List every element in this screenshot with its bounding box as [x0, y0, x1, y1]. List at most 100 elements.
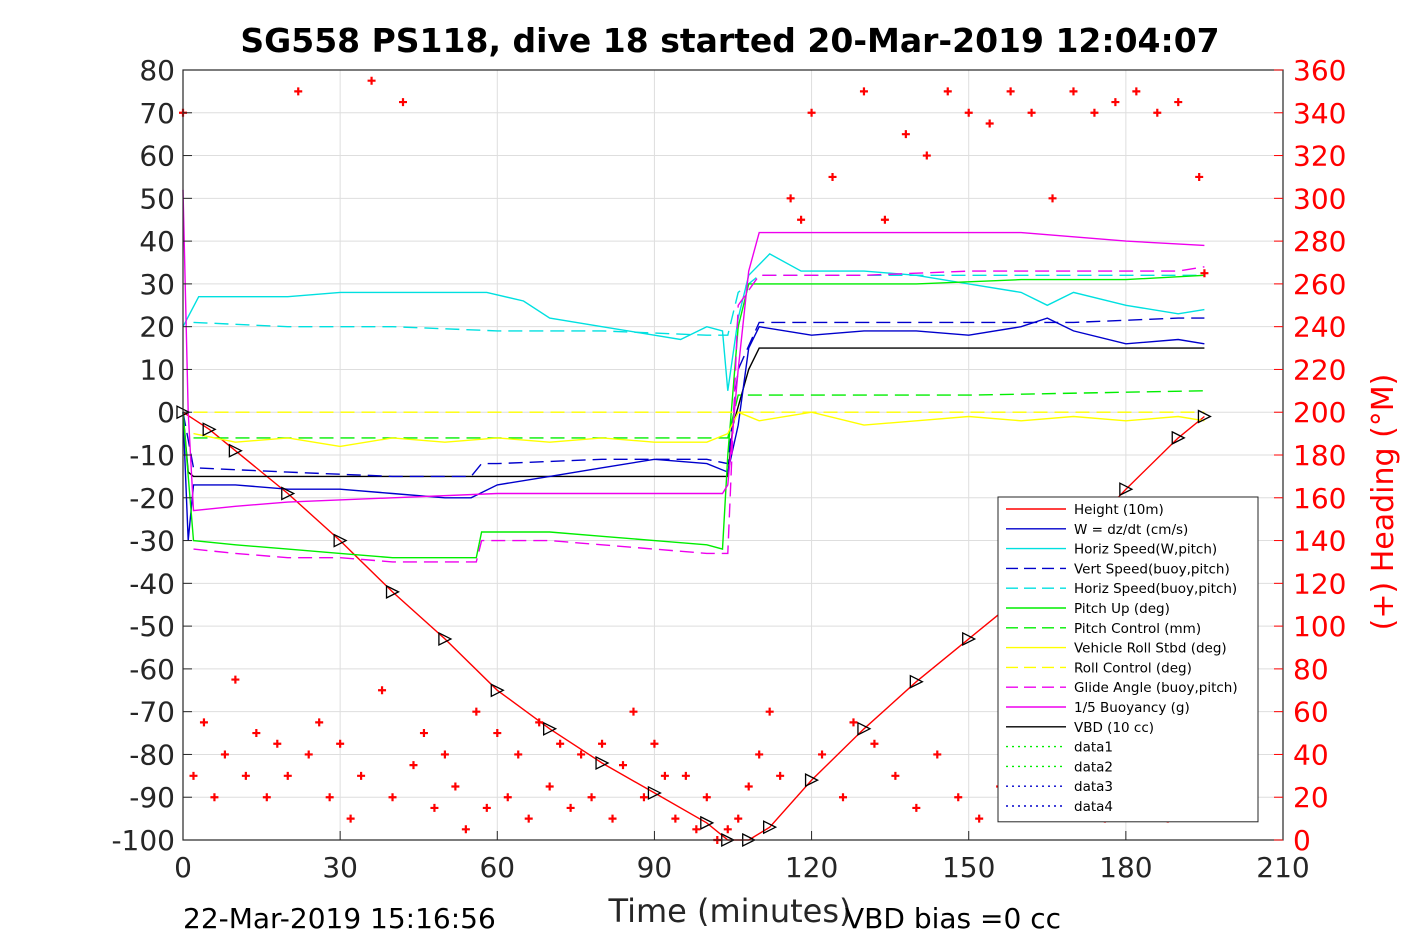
heading-marker	[702, 793, 711, 802]
series-line-3	[182, 317, 1205, 478]
x-tick-label: 0	[174, 851, 192, 884]
heading-marker	[273, 739, 282, 748]
heading-marker	[325, 793, 334, 802]
height-marker	[700, 815, 715, 830]
y-tick-label: -100	[111, 824, 175, 857]
heading-marker	[598, 739, 607, 748]
heading-marker	[587, 793, 596, 802]
heading-marker	[1048, 194, 1057, 203]
height-marker	[1119, 482, 1134, 497]
heading-marker	[346, 814, 355, 823]
legend-label: Horiz Speed(W,pitch)	[1074, 542, 1217, 558]
y2-tick-label: 240	[1293, 311, 1346, 344]
heading-marker	[1090, 108, 1099, 117]
series-line-1	[182, 347, 1205, 478]
series-line-5	[193, 274, 1205, 336]
heading-marker	[1195, 172, 1204, 181]
x-tick-label: 180	[1099, 851, 1152, 884]
heading-marker	[482, 803, 491, 812]
heading-marker	[880, 215, 889, 224]
footer-timestamp: 22-Mar-2019 15:16:56	[183, 902, 496, 935]
heading-marker	[262, 793, 271, 802]
heading-marker	[503, 793, 512, 802]
heading-marker	[1153, 108, 1162, 117]
heading-marker	[252, 729, 261, 738]
height-marker	[333, 533, 348, 548]
y2-tick-label: 360	[1293, 54, 1346, 87]
legend-label: Glide Angle (buoy,pitch)	[1074, 680, 1238, 696]
heading-marker	[451, 782, 460, 791]
heading-marker	[849, 718, 858, 727]
legend-label: data4	[1074, 799, 1113, 815]
legend-label: Vehicle Roll Stbd (deg)	[1074, 641, 1227, 657]
heading-marker	[440, 750, 449, 759]
height-marker	[804, 773, 820, 788]
y2-tick-label: 220	[1293, 353, 1346, 386]
y-tick-label: 0	[157, 396, 175, 429]
legend-label: Height (10m)	[1074, 502, 1164, 518]
series-line-8	[193, 411, 1205, 448]
x-tick-label: 30	[322, 851, 358, 884]
y2-tick-label: 320	[1293, 140, 1346, 173]
heading-marker	[210, 793, 219, 802]
heading-marker	[556, 739, 565, 748]
y2-tick-label: 200	[1293, 396, 1346, 429]
heading-marker	[472, 707, 481, 716]
y2-tick-label: 180	[1293, 439, 1346, 472]
heading-marker	[755, 750, 764, 759]
heading-marker	[461, 825, 470, 834]
y2-tick-label: 60	[1293, 696, 1329, 729]
chart-title: SG558 PS118, dive 18 started 20-Mar-2019…	[240, 21, 1219, 60]
axes: 0 30 60 90 120 150 180 21080706050403020100-10-…	[111, 54, 1346, 884]
height-marker	[1171, 430, 1186, 445]
y-tick-label: 20	[139, 311, 175, 344]
heading-marker	[430, 803, 439, 812]
heading-marker	[241, 771, 250, 780]
series-line-6	[182, 274, 1205, 559]
y-tick-label: -10	[129, 439, 175, 472]
y-tick-label: 50	[139, 182, 175, 215]
y2-tick-label: 260	[1293, 268, 1346, 301]
height-marker	[909, 674, 924, 689]
heading-series	[179, 76, 1209, 844]
heading-marker	[954, 793, 963, 802]
heading-marker	[535, 718, 544, 727]
series-layer	[176, 189, 1212, 848]
y2-tick-label: 140	[1293, 525, 1346, 558]
footer-vbd-bias: VBD bias =0 cc	[845, 902, 1061, 935]
y2-tick-label: 300	[1293, 182, 1346, 215]
heading-marker	[231, 675, 240, 684]
heading-marker	[933, 750, 942, 759]
x-tick-label: 90	[637, 851, 673, 884]
heading-marker	[964, 108, 973, 117]
heading-marker	[734, 814, 743, 823]
heading-marker	[1132, 87, 1141, 96]
y2-tick-label: 0	[1293, 824, 1311, 857]
heading-marker	[776, 771, 785, 780]
legend-label: VBD (10 cc)	[1074, 720, 1154, 736]
heading-marker	[1069, 87, 1078, 96]
legend-label: data2	[1074, 759, 1113, 775]
heading-marker	[744, 782, 753, 791]
y2-tick-label: 20	[1293, 781, 1329, 814]
y2-tick-label: 160	[1293, 482, 1346, 515]
heading-marker	[545, 782, 554, 791]
y-tick-label: -30	[129, 525, 175, 558]
height-marker	[385, 584, 400, 599]
legend-label: Pitch Up (deg)	[1074, 601, 1170, 617]
heading-marker	[912, 803, 921, 812]
y2-tick-label: 80	[1293, 653, 1329, 686]
heading-marker	[870, 739, 879, 748]
heading-marker	[1006, 87, 1015, 96]
legend-label: W = dz/dt (cm/s)	[1074, 522, 1188, 538]
heading-marker	[922, 151, 931, 160]
heading-marker	[199, 718, 208, 727]
heading-marker	[765, 707, 774, 716]
height-marker	[438, 631, 453, 646]
heading-marker	[985, 119, 994, 128]
heading-marker	[294, 87, 303, 96]
y-tick-label: -50	[129, 610, 175, 643]
y-tick-label: 60	[139, 140, 175, 173]
y-tick-label: -80	[129, 738, 175, 771]
height-marker	[857, 721, 872, 736]
